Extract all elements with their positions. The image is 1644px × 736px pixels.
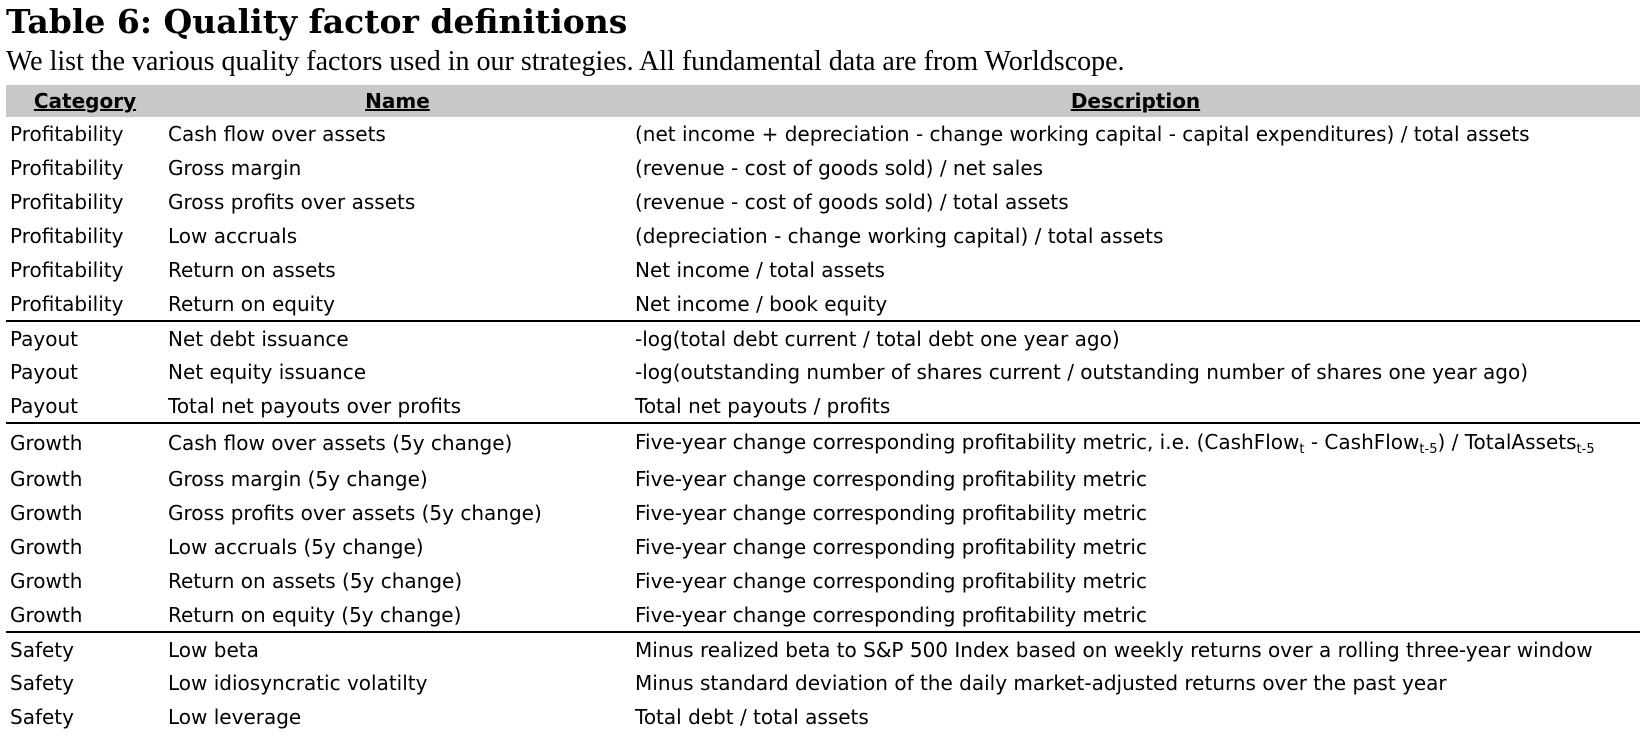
- name-cell: Gross margin: [168, 156, 302, 180]
- subscript: t-5: [1419, 441, 1438, 457]
- category-cell: Profitability: [10, 291, 124, 316]
- description-cell: Net income / book equity: [635, 291, 888, 316]
- table-row: Payout Net equity issuance -log(outstand…: [6, 355, 1640, 389]
- category-cell: Growth: [10, 569, 83, 593]
- name-cell: Gross margin (5y change): [168, 467, 428, 491]
- name-cell: Cash flow over assets: [168, 122, 386, 146]
- table-body: Profitability Cash flow over assets (net…: [6, 117, 1640, 734]
- name-cell: Low accruals: [168, 224, 298, 248]
- table-row: Profitability Gross margin (revenue - co…: [6, 151, 1640, 185]
- description-cell: Five-year change corresponding profitabi…: [631, 422, 1640, 462]
- name-cell: Net debt issuance: [164, 320, 631, 355]
- description-text: Five-year change corresponding profitabi…: [635, 429, 1300, 454]
- quality-factor-table: Category Name Description Profitability …: [6, 85, 1640, 734]
- subscript: t: [1299, 441, 1305, 457]
- name-cell: Low beta: [164, 631, 631, 666]
- category-cell: Profitability: [10, 224, 124, 248]
- category-cell: Growth: [10, 535, 83, 559]
- name-cell: Cash flow over assets (5y change): [164, 422, 631, 462]
- description-cell: -log(outstanding number of shares curren…: [635, 360, 1529, 384]
- table-row: Safety Low idiosyncratic volatilty Minus…: [6, 666, 1640, 700]
- category-cell: Payout: [10, 360, 79, 384]
- description-cell: Five-year change corresponding profitabi…: [635, 467, 1147, 491]
- name-cell: Return on assets: [168, 258, 336, 282]
- name-cell: Low idiosyncratic volatilty: [168, 671, 428, 695]
- description-cell: -log(total debt current / total debt one…: [631, 320, 1640, 355]
- category-cell: Profitability: [10, 122, 124, 146]
- table-header: Category Name Description: [6, 85, 1640, 117]
- description-cell: Net income / total assets: [635, 258, 885, 282]
- name-cell: Low leverage: [168, 705, 302, 729]
- description-cell: (net income + depreciation - change work…: [635, 122, 1530, 146]
- name-cell: Gross profits over assets: [168, 190, 416, 214]
- name-cell: Total net payouts over profits: [168, 393, 462, 418]
- table-row: Profitability Low accruals (depreciation…: [6, 219, 1640, 253]
- category-cell: Growth: [6, 422, 164, 462]
- name-cell: Net equity issuance: [168, 360, 367, 384]
- description-cell: (revenue - cost of goods sold) / net sal…: [635, 156, 1044, 180]
- table-row: Growth Low accruals (5y change) Five-yea…: [6, 530, 1640, 564]
- table-caption: We list the various quality factors used…: [6, 46, 1125, 77]
- table-row: Profitability Return on equity Net incom…: [6, 287, 1640, 321]
- description-cell: Five-year change corresponding profitabi…: [635, 602, 1147, 627]
- table-row: Safety Low beta Minus realized beta to S…: [6, 631, 1640, 666]
- category-cell: Payout: [6, 320, 164, 355]
- category-cell: Safety: [10, 705, 74, 729]
- description-text: - CashFlow: [1304, 429, 1420, 454]
- name-cell: Return on equity (5y change): [168, 602, 462, 627]
- description-cell: Five-year change corresponding profitabi…: [635, 535, 1147, 559]
- description-cell: (revenue - cost of goods sold) / total a…: [635, 190, 1069, 214]
- header-row: Category Name Description: [6, 85, 1640, 117]
- name-cell: Return on equity: [168, 291, 335, 316]
- category-cell: Profitability: [10, 190, 124, 214]
- name-cell: Low accruals (5y change): [168, 535, 424, 559]
- category-cell: Growth: [10, 602, 83, 627]
- table-row: Profitability Cash flow over assets (net…: [6, 117, 1640, 151]
- table-row: Growth Gross profits over assets (5y cha…: [6, 496, 1640, 530]
- description-cell: Minus realized beta to S&P 500 Index bas…: [631, 631, 1640, 666]
- table-title: Table 6: Quality factor definitions: [6, 2, 628, 41]
- category-cell: Safety: [6, 631, 164, 666]
- category-cell: Profitability: [10, 156, 124, 180]
- category-cell: Safety: [10, 671, 74, 695]
- category-cell: Payout: [10, 393, 79, 418]
- description-cell: (depreciation - change working capital) …: [635, 224, 1164, 248]
- description-cell: Total debt / total assets: [635, 705, 869, 729]
- description-cell: Total net payouts / profits: [635, 393, 891, 418]
- category-cell: Growth: [10, 467, 83, 491]
- table-row: Payout Total net payouts over profits To…: [6, 389, 1640, 423]
- description-cell: Five-year change corresponding profitabi…: [635, 501, 1147, 525]
- name-cell: Return on assets (5y change): [168, 569, 463, 593]
- table-row: Safety Low leverage Total debt / total a…: [6, 700, 1640, 734]
- table-row: Growth Return on assets (5y change) Five…: [6, 564, 1640, 598]
- column-header-description: Description: [1070, 89, 1201, 113]
- column-header-name: Name: [365, 89, 430, 113]
- category-cell: Profitability: [10, 258, 124, 282]
- table-row: Profitability Return on assets Net incom…: [6, 253, 1640, 287]
- table-row: Profitability Gross profits over assets …: [6, 185, 1640, 219]
- table-row: Growth Return on equity (5y change) Five…: [6, 598, 1640, 632]
- column-header-category: Category: [33, 89, 137, 113]
- subscript: t-5: [1576, 441, 1595, 457]
- table-row: Payout Net debt issuance -log(total debt…: [6, 320, 1640, 355]
- description-cell: Minus standard deviation of the daily ma…: [635, 671, 1447, 695]
- table-row: Growth Gross margin (5y change) Five-yea…: [6, 462, 1640, 496]
- description-cell: Five-year change corresponding profitabi…: [635, 569, 1147, 593]
- category-cell: Growth: [10, 501, 83, 525]
- description-text: ) / TotalAssets: [1437, 429, 1577, 454]
- name-cell: Gross profits over assets (5y change): [168, 501, 542, 525]
- table-row: Growth Cash flow over assets (5y change)…: [6, 422, 1640, 462]
